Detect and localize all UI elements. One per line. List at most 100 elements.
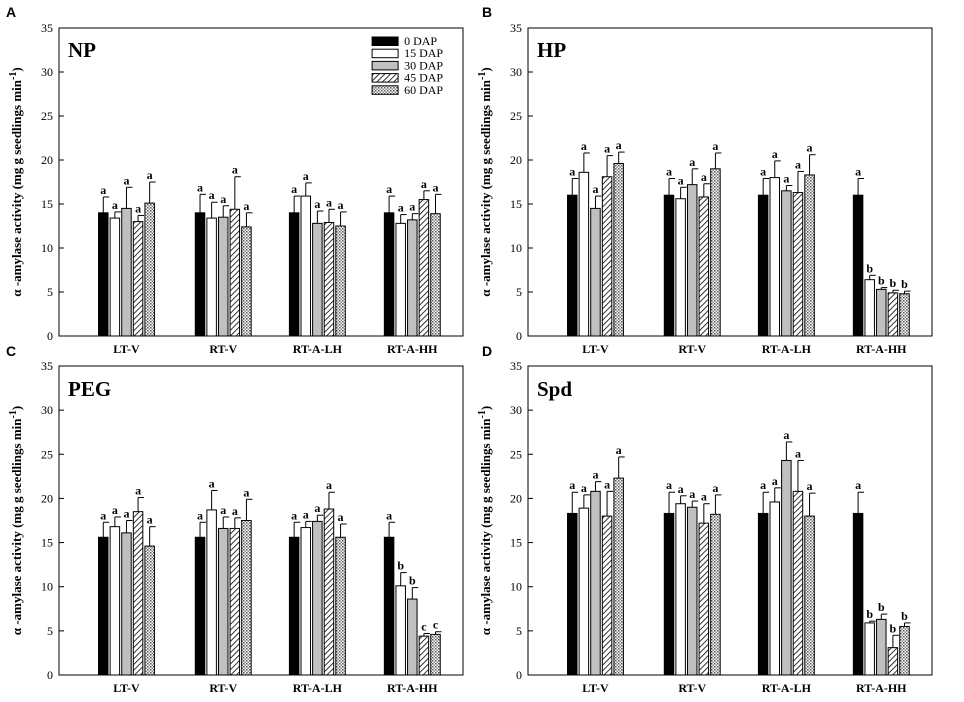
significance-label: a	[616, 138, 622, 152]
significance-label: a	[314, 501, 320, 515]
y-tick-label: 5	[516, 285, 522, 299]
x-category-label: RT-V	[678, 342, 706, 356]
x-category-label: RT-A-HH	[856, 342, 907, 356]
legend-swatch	[371, 48, 399, 59]
y-tick-label: 20	[510, 491, 522, 505]
significance-label: a	[232, 504, 238, 518]
bar-0-dap	[383, 212, 395, 337]
significance-label: a	[209, 188, 215, 202]
significance-label: a	[760, 164, 766, 178]
legend-entry: 45 DAP	[404, 71, 443, 85]
y-tick-label: 30	[41, 403, 53, 417]
y-tick-label: 20	[41, 491, 53, 505]
bar-0-dap	[288, 536, 300, 676]
panel-b: B 0 5 10 15 20 25 30 35 α -amylase activity (mg g…	[477, 4, 933, 356]
legend-entry: 0 DAP	[404, 34, 437, 48]
bar-30-dap	[121, 207, 132, 337]
significance-label: a	[386, 182, 392, 196]
significance-label: a	[338, 510, 344, 524]
y-axis-label: α -amylase activity (mg g seedlings min-…	[8, 67, 24, 296]
significance-label: a	[409, 200, 415, 214]
x-category-label: RT-A-HH	[856, 681, 907, 695]
panel-title: PEG	[68, 377, 111, 401]
bar-30-dap	[590, 207, 601, 337]
significance-label: a	[783, 428, 789, 442]
bar-60-dap	[430, 213, 441, 337]
y-axis-label-main: α -amylase activity (mg g seedlings min	[478, 79, 493, 296]
significance-label: a	[100, 183, 106, 197]
y-tick-label: 0	[516, 329, 522, 343]
bar-0-dap	[567, 194, 578, 337]
significance-label: c	[421, 620, 427, 634]
bar-45-dap	[698, 196, 710, 337]
bar-15-dap	[395, 585, 406, 676]
bar-30-dap	[686, 184, 698, 337]
bar-0-dap	[663, 512, 675, 676]
bar-0-dap	[194, 212, 206, 337]
bar-45-dap	[887, 292, 899, 337]
significance-label: c	[433, 618, 439, 632]
x-category-label: RT-A-LH	[762, 342, 812, 356]
bar-60-dap	[899, 293, 910, 337]
bar-15-dap	[206, 217, 217, 337]
significance-label: a	[592, 468, 598, 482]
bar-0-dap	[757, 194, 769, 337]
y-axis-label-superscript: -1	[477, 72, 488, 80]
bar-0-dap	[288, 212, 300, 337]
significance-label: a	[616, 443, 622, 457]
bar-60-dap	[613, 163, 624, 337]
significance-label: a	[855, 478, 861, 492]
significance-label: a	[147, 513, 153, 527]
significance-label: a	[604, 142, 610, 156]
bar-45-dap	[132, 511, 144, 676]
bar-45-dap	[323, 508, 335, 676]
panel-title: Spd	[537, 377, 572, 401]
x-category-label: LT-V	[582, 681, 609, 695]
bar-15-dap	[864, 622, 875, 676]
bar-45-dap	[418, 199, 430, 337]
panel-c: C 0 5 10 15 20 25 30 35 α -amylase activity (mg g…	[6, 343, 464, 695]
bar-30-dap	[876, 288, 887, 337]
significance-label: a	[569, 164, 575, 178]
plot-frame	[58, 365, 464, 676]
y-tick-label: 0	[47, 668, 53, 682]
bar-15-dap	[395, 222, 406, 337]
y-axis-label-main: α -amylase activity (mg g seedlings min	[9, 418, 24, 635]
legend-swatch	[371, 60, 399, 71]
significance-label: a	[291, 508, 297, 522]
x-category-label: RT-A-HH	[387, 681, 438, 695]
bar-30-dap	[590, 490, 601, 676]
y-axis-label: α -amylase activity (mg g seedlings min-…	[477, 67, 493, 296]
significance-label: b	[409, 574, 416, 588]
y-tick-label: 25	[510, 447, 522, 461]
significance-label: a	[326, 478, 332, 492]
significance-label: b	[866, 261, 873, 275]
significance-label: a	[581, 481, 587, 495]
bar-45-dap	[132, 221, 144, 337]
significance-label: a	[581, 139, 587, 153]
bar-60-dap	[430, 633, 441, 676]
y-axis-label: α -amylase activity (mg g seedlings min-…	[8, 406, 24, 635]
x-category-label: RT-V	[209, 342, 237, 356]
panel-letter: C	[6, 343, 16, 359]
significance-label: b	[890, 621, 897, 635]
panel-title: HP	[537, 38, 566, 62]
bar-60-dap	[241, 520, 252, 676]
panel-a: A 0 5 10 15 20 25 30 35 α -amylase activity (mg g…	[6, 4, 464, 356]
bar-30-dap	[781, 459, 792, 676]
significance-label: a	[303, 169, 309, 183]
significance-label: a	[209, 476, 215, 490]
bar-30-dap	[781, 190, 792, 337]
significance-label: a	[220, 192, 226, 206]
significance-label: a	[100, 508, 106, 522]
significance-label: a	[243, 199, 249, 213]
significance-label: a	[314, 197, 320, 211]
x-category-label: RT-V	[678, 681, 706, 695]
bar-60-dap	[335, 225, 346, 337]
x-category-label: RT-A-LH	[293, 681, 343, 695]
bar-60-dap	[144, 202, 155, 337]
y-tick-label: 30	[510, 65, 522, 79]
plot-frame	[58, 27, 464, 337]
